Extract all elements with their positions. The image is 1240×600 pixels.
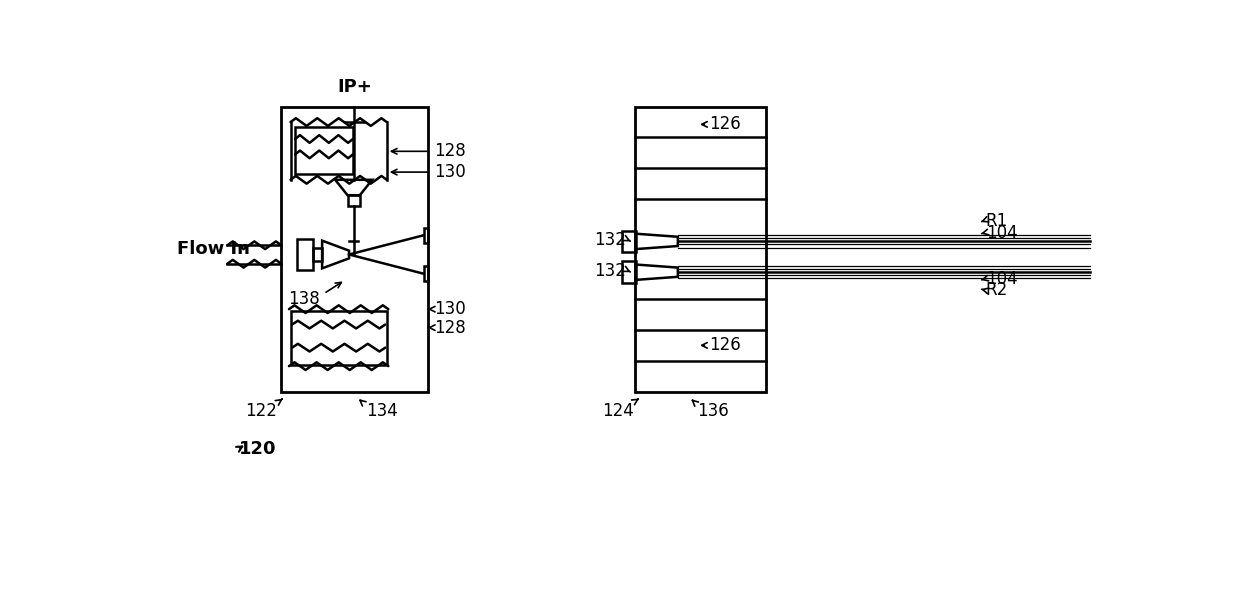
Text: 104: 104 [986,224,1018,242]
Bar [635,107,766,392]
Text: 104: 104 [986,270,1018,288]
Bar [347,195,360,206]
Text: 130: 130 [434,163,465,181]
Text: 124: 124 [603,401,634,419]
Text: Flow In: Flow In [177,240,250,258]
Bar [424,227,428,243]
Text: 120: 120 [239,440,277,458]
Bar [312,248,322,260]
Bar [290,311,387,365]
Text: 136: 136 [697,401,729,419]
Text: 128: 128 [434,142,465,160]
Bar [424,266,428,281]
Text: 126: 126 [708,115,740,133]
Bar [621,262,635,283]
Bar [295,127,353,173]
Text: 132: 132 [594,262,626,280]
Text: 130: 130 [434,300,465,318]
Text: R1: R1 [986,212,1008,230]
Text: IP+: IP+ [337,78,372,96]
Text: 126: 126 [708,337,740,355]
Text: 138: 138 [288,290,320,308]
Text: 132: 132 [594,231,626,249]
Text: 134: 134 [366,401,398,419]
Text: 128: 128 [434,319,465,337]
Text: R2: R2 [986,281,1008,299]
Bar [281,107,428,392]
Bar [621,230,635,252]
Bar [296,239,312,270]
Text: 122: 122 [246,401,278,419]
